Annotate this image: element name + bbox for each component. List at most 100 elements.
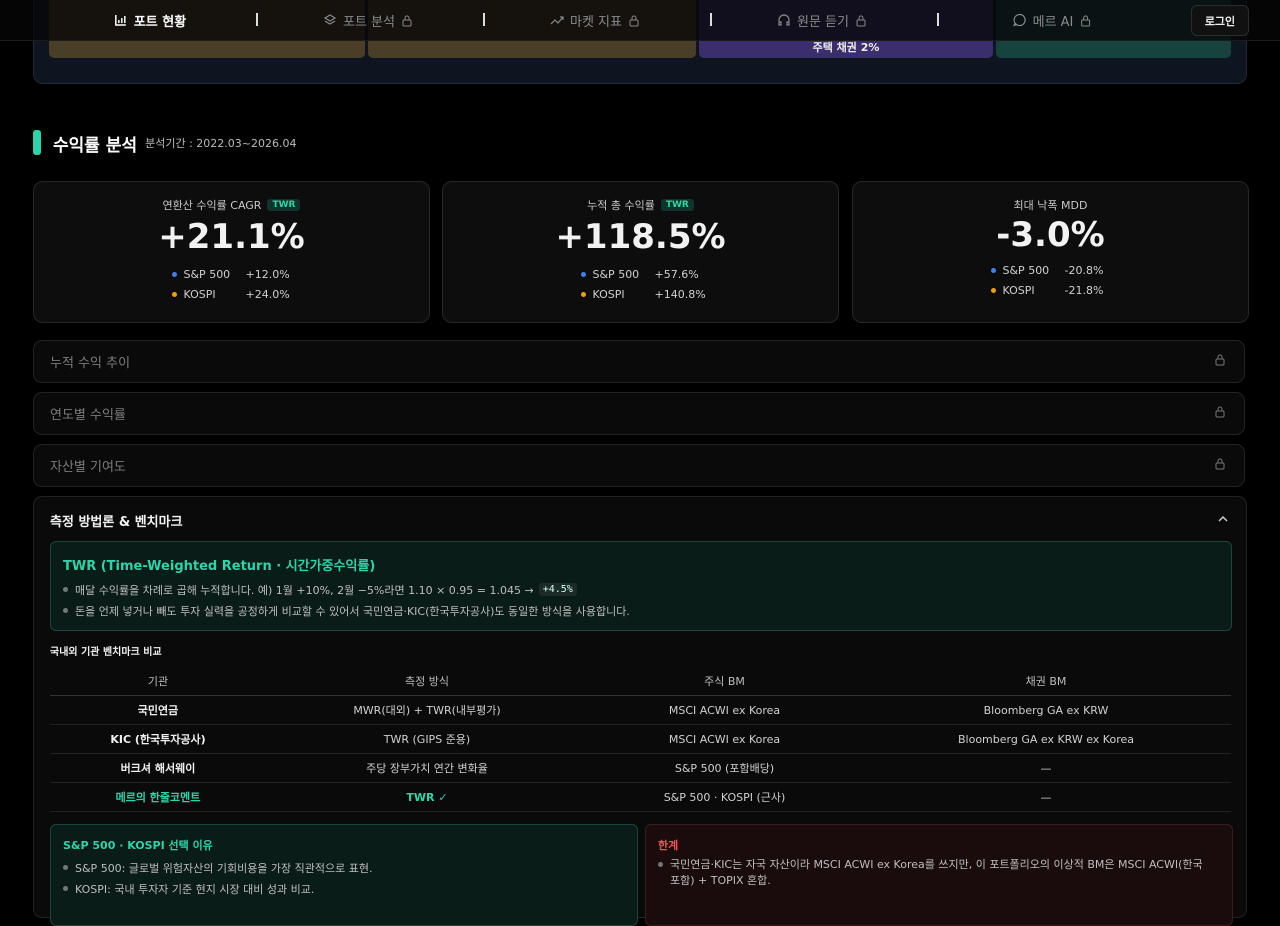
benchmark-row: KOSPI +24.0% bbox=[34, 284, 429, 304]
bullet-text: 돈을 언제 넣거나 빼도 투자 실력을 공정하게 비교할 수 있어서 국민연금·… bbox=[75, 604, 630, 618]
header-cell: 기관 bbox=[50, 667, 266, 696]
inline-code: +4.5% bbox=[538, 583, 577, 596]
section-marker bbox=[33, 130, 41, 155]
table-cell: MSCI ACWI ex Korea bbox=[588, 724, 861, 754]
nav-tab[interactable]: 메르 AI bbox=[1013, 0, 1092, 40]
card-label: 누적 총 수익률 bbox=[587, 199, 655, 212]
bullet-text: S&P 500: 글로벌 위험자산의 기회비용을 가장 직관적으로 표현. bbox=[75, 861, 373, 875]
benchmark-name: S&P 500 bbox=[183, 267, 231, 281]
collapse-icon[interactable] bbox=[1217, 513, 1229, 525]
table-cell: MWR(대외) + TWR(내부평가) bbox=[266, 695, 588, 725]
benchmark-value: -21.8% bbox=[1064, 283, 1104, 297]
benchmark-value: +24.0% bbox=[245, 287, 290, 301]
kpi-card: 누적 총 수익률 TWR +118.5% S&P 500 +57.6% KOSPI +140… bbox=[442, 181, 839, 323]
twr-box: TWR (Time-Weighted Return · 시간가중수익률) 매달 … bbox=[50, 541, 1232, 631]
section-title: 수익률 분석 bbox=[53, 135, 138, 156]
box-title: 한계 bbox=[658, 839, 679, 852]
bullet: S&P 500: 글로벌 위험자산의 기회비용을 가장 직관적으로 표현. bbox=[63, 857, 637, 878]
icon bbox=[1013, 13, 1026, 27]
badge: TWR bbox=[267, 199, 301, 211]
benchmarks: S&P 500 +12.0% KOSPI +24.0% bbox=[34, 264, 429, 304]
table-cell: 버크셔 해서웨이 bbox=[50, 753, 266, 783]
accordion-title: 누적 수익 추이 bbox=[50, 356, 131, 371]
legend-dot bbox=[990, 267, 996, 273]
bullet: 국민연금·KIC는 자국 자산이라 MSCI ACWI ex Korea를 쓰지… bbox=[658, 857, 1213, 889]
bullet-dot bbox=[63, 608, 68, 613]
benchmark-value: -20.8% bbox=[1064, 263, 1104, 277]
icon bbox=[778, 14, 790, 26]
separator bbox=[483, 13, 485, 26]
nav-tab[interactable]: 마켓 지표 bbox=[550, 0, 640, 40]
benchmark-name: S&P 500 bbox=[1002, 263, 1050, 277]
accordion-title: 자산별 기여도 bbox=[50, 460, 126, 475]
accordion[interactable]: 자산별 기여도 bbox=[33, 444, 1245, 487]
benchmark-row: S&P 500 -20.8% bbox=[853, 260, 1248, 280]
segment-label: 주택 채권 2% bbox=[812, 41, 880, 54]
header-cell: 측정 방식 bbox=[266, 667, 588, 696]
box-title: S&P 500 · KOSPI 선택 이유 bbox=[63, 839, 213, 852]
benchmark-row: KOSPI +140.8% bbox=[443, 284, 838, 304]
top-nav: 포트 현황 포트 분석 마켓 지표 원문 듣기 메르 AI 로그인 bbox=[0, 0, 1280, 41]
benchmark-row: KOSPI -21.8% bbox=[853, 280, 1248, 300]
table-cell: S&P 500 · KOSPI (근사) bbox=[588, 782, 861, 812]
benchmark-value: +140.8% bbox=[654, 287, 706, 301]
bullet: 돈을 언제 넣거나 빼도 투자 실력을 공정하게 비교할 수 있어서 국민연금·… bbox=[63, 600, 1231, 621]
login-button[interactable]: 로그인 bbox=[1191, 5, 1249, 36]
card-label-row: 최대 낙폭 MDD bbox=[853, 198, 1248, 212]
table-cell: — bbox=[861, 753, 1231, 783]
card-label-row: 연환산 수익률 CAGR TWR bbox=[34, 198, 429, 212]
card-label-row: 누적 총 수익률 TWR bbox=[443, 198, 838, 212]
separator bbox=[256, 13, 258, 26]
accordion[interactable]: 연도별 수익률 bbox=[33, 392, 1245, 435]
table-cell: TWR (GIPS 준용) bbox=[266, 724, 588, 754]
icon bbox=[550, 16, 564, 25]
nav-label: 포트 분석 bbox=[343, 14, 395, 30]
table-row: 국민연금 MWR(대외) + TWR(내부평가) MSCI ACWI ex Kore… bbox=[50, 695, 1231, 725]
bullet: 매달 수익률을 차례로 곱해 누적합니다. 예) 1월 +10%, 2월 −5%… bbox=[63, 579, 1231, 600]
card-value: -3.0% bbox=[996, 215, 1105, 255]
table-row: KIC (한국투자공사) TWR (GIPS 준용) MSCI ACWI ex Ko… bbox=[50, 724, 1231, 754]
accordion-title: 연도별 수익률 bbox=[50, 408, 126, 423]
table-cell: KIC (한국투자공사) bbox=[50, 724, 266, 754]
table-cell: 국민연금 bbox=[50, 695, 266, 725]
bullet-dot bbox=[63, 886, 68, 891]
benchmark-name: KOSPI bbox=[592, 287, 625, 301]
lock-icon bbox=[1214, 457, 1226, 474]
twr-bullets: 매달 수익률을 차례로 곱해 누적합니다. 예) 1월 +10%, 2월 −5%… bbox=[63, 579, 1231, 621]
lock-icon bbox=[402, 15, 412, 26]
benchmarks: S&P 500 -20.8% KOSPI -21.8% bbox=[853, 260, 1248, 300]
legend-dot bbox=[171, 291, 177, 297]
separator bbox=[937, 13, 939, 26]
table-cell: 메르의 한줄코멘트 bbox=[50, 782, 266, 812]
nav-tab[interactable]: 원문 듣기 bbox=[777, 0, 867, 40]
header-cell: 주식 BM bbox=[588, 667, 861, 696]
benchmarks: S&P 500 +57.6% KOSPI +140.8% bbox=[443, 264, 838, 304]
legend-dot bbox=[580, 291, 586, 297]
box-bullets: S&P 500: 글로벌 위험자산의 기회비용을 가장 직관적으로 표현. KOS… bbox=[63, 857, 637, 899]
nav-label: 메르 AI bbox=[1032, 14, 1074, 30]
legend-dot bbox=[990, 287, 996, 293]
nav-tab[interactable]: 포트 현황 bbox=[114, 0, 186, 40]
table-cell: — bbox=[861, 782, 1231, 812]
benchmark-name: S&P 500 bbox=[592, 267, 640, 281]
lock-icon bbox=[629, 15, 639, 26]
bullet-text: 매달 수익률을 차례로 곱해 누적합니다. 예) 1월 +10%, 2월 −5%… bbox=[75, 583, 534, 597]
nav-tab[interactable]: 포트 분석 bbox=[323, 0, 413, 40]
nav-label: 포트 현황 bbox=[133, 14, 187, 30]
table-cell: TWR ✓ bbox=[266, 782, 588, 812]
bullet-dot bbox=[63, 587, 68, 592]
table-title: 국내외 기관 벤치마크 비교 bbox=[50, 647, 162, 658]
lock-icon bbox=[856, 15, 866, 26]
benchmark-name: KOSPI bbox=[1002, 283, 1035, 297]
table-row: 버크셔 해서웨이 주당 장부가치 연간 변화율 S&P 500 (포함배당) — bbox=[50, 753, 1231, 783]
benchmark-value: +57.6% bbox=[654, 267, 699, 281]
twr-title: TWR (Time-Weighted Return · 시간가중수익률) bbox=[63, 559, 376, 574]
section-period: 분석기간 : 2022.03~2026.04 bbox=[145, 137, 297, 150]
table-cell: 주당 장부가치 연간 변화율 bbox=[266, 753, 588, 783]
table-cell: Bloomberg GA ex KRW ex Korea bbox=[861, 724, 1231, 754]
benchmark-row: S&P 500 +12.0% bbox=[34, 264, 429, 284]
legend-dot bbox=[580, 271, 586, 277]
accordion[interactable]: 누적 수익 추이 bbox=[33, 340, 1245, 383]
reason-box: S&P 500 · KOSPI 선택 이유 S&P 500: 글로벌 위험자산의… bbox=[50, 824, 638, 926]
